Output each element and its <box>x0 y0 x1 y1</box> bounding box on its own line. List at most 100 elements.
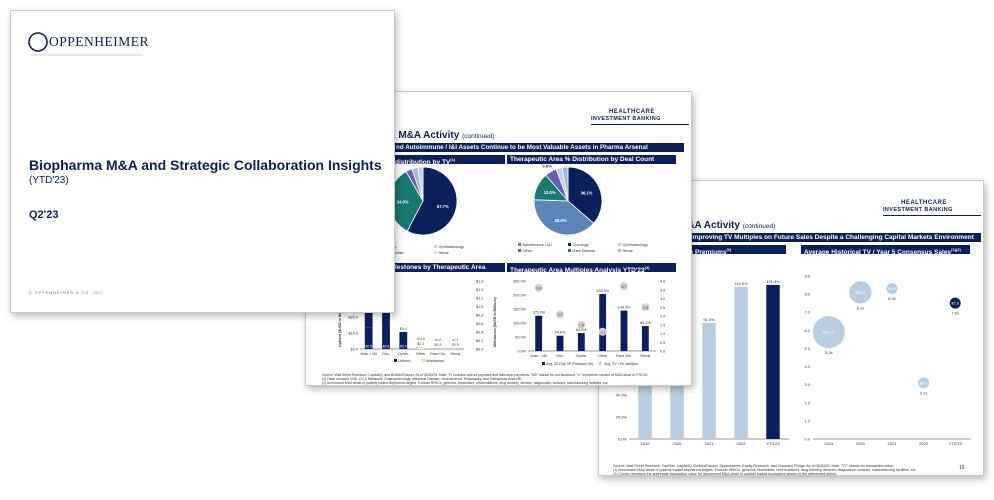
legend-label-multiple: Avg. TV / EV Multiple <box>604 362 638 366</box>
brand-line-1: HEALTHCARE <box>901 200 947 206</box>
brand-rule <box>591 124 689 125</box>
milestone-bar-4 <box>433 347 443 350</box>
premium-label-2: 64.0% <box>576 328 587 332</box>
right-tick-1: 0.5 <box>660 341 665 345</box>
premium-label-1: 54.6% <box>555 331 566 335</box>
multiple-label-5: 2.5 <box>643 306 648 310</box>
right-tick-8: $1.6 <box>476 280 483 284</box>
premium-bar-4 <box>766 284 780 439</box>
x-tick-1: Onc. <box>382 352 390 356</box>
footnote-1: (1) Other includes CNS, CV & Metabolic, … <box>322 377 523 381</box>
legend-swatch-3 <box>518 249 521 252</box>
multiple-label-2: 8.3x <box>888 296 896 301</box>
pie-slice-0 <box>406 166 458 236</box>
legend-swatch-0 <box>518 243 521 246</box>
y-tick-7: 7.0 <box>804 310 810 315</box>
logo-text: OPPENHEIMER <box>49 34 150 49</box>
right-tick-4: $0.8 <box>476 314 483 318</box>
base-value-0: $0.5 <box>365 345 372 349</box>
legend-label-4: Rare Disease <box>573 249 596 253</box>
multiple-label-3: 1.1 <box>600 330 605 334</box>
bar-value-3: $1.1 <box>417 342 424 346</box>
panel-multiples-header: Therapeutic Area Multiples Analysis YTD'… <box>507 263 676 274</box>
base-value-5: $0.3 <box>452 345 459 349</box>
legend-swatch-upfront <box>394 359 397 362</box>
y-tick-0: 0.0 <box>804 437 810 442</box>
legend-label-3: Renal <box>439 251 449 255</box>
y-tick-8: 8.0 <box>804 292 810 297</box>
x-tick-3: 2022 <box>919 441 929 446</box>
left-tick-0: 0.0% <box>517 350 526 354</box>
x-tick-5: Renal <box>450 352 460 356</box>
multiple-bubble-1 <box>556 310 564 319</box>
legend-swatch-5 <box>618 249 621 252</box>
base-value-2: $0.4 <box>400 345 407 349</box>
tv-bubble-0 <box>812 316 845 349</box>
premium-bar-0 <box>535 315 543 351</box>
tv-distribution-pie: 57.7%34.0%2.8%OncologyOphthalmologyRare … <box>376 166 465 255</box>
legend-label-upfront: Upfront <box>398 359 411 363</box>
left-tick-0: $0.0 <box>351 348 358 352</box>
slide-1[interactable]: OPPENHEIMER Biopharma M&A and Strategic … <box>10 10 395 313</box>
legend-label-milestones: Milestones <box>426 359 444 363</box>
upfront-bar-0 <box>364 327 373 349</box>
panel-premiums-header: ce Premiums(1) <box>683 245 786 256</box>
right-tick-5: 2.5 <box>660 306 665 310</box>
premium-bar-4 <box>620 310 628 351</box>
brand-line-2: INVESTMENT BANKING <box>591 116 661 122</box>
title-text: a M&A Activity <box>390 130 460 141</box>
tv-bubble-label-2: $9.0 <box>888 287 895 291</box>
right-tick-2: 1.0 <box>660 332 665 336</box>
slice-label-0: 36.1% <box>581 191 593 196</box>
right-tick-7: 3.5 <box>660 288 665 292</box>
upfront-bar-1 <box>382 315 390 349</box>
right-tick-6: $1.2 <box>476 297 483 301</box>
y-tick-6: 6.0 <box>804 328 810 333</box>
legend-swatch-2 <box>618 243 621 246</box>
footnote-2: (2) Announced M&A deals of publicly trad… <box>322 381 609 385</box>
tv-sales-bubble-chart: 0.0 1.0 2.0 3.0 4.0 5.0 6.0 7.0 8.0 9.0 $121.6 5.9x… <box>804 274 971 446</box>
right-tick-7: $1.4 <box>476 288 483 292</box>
pie-slice-1 <box>533 199 595 236</box>
x-tick-2: 2021 <box>888 441 898 446</box>
pie-slice-5 <box>561 166 569 202</box>
slice-label-0: 57.7% <box>437 204 449 209</box>
footnote-2: (2) Circles represent the aggregate tran… <box>613 472 838 476</box>
x-tick-0: Auto. / I&I <box>530 354 547 358</box>
legend-swatch-milestones <box>421 358 426 363</box>
slice-label-2: 13.0% <box>544 190 556 195</box>
quarter-label: Q2'23 <box>29 209 59 221</box>
legend-label-1: Ophthalmology <box>439 245 465 249</box>
x-tick-2: 2021 <box>705 441 715 446</box>
brand-rule <box>883 215 981 216</box>
multiple-label-1: 8.1x <box>857 305 865 310</box>
n-label-3: n=14 <box>417 337 425 341</box>
n-label-4: n=2 <box>435 338 441 342</box>
x-tick-5: Renal <box>640 354 650 358</box>
milestone-bar-5 <box>451 347 460 350</box>
slice-label-1: 38.9% <box>555 218 567 223</box>
right-tick-0: $0.0 <box>476 348 483 352</box>
x-tick-1: 2020 <box>856 441 866 446</box>
premium-label-2: 91.5% <box>703 317 715 322</box>
x-tick-3: 2022 <box>737 441 747 446</box>
multiple-label-0: 3.6 <box>536 287 541 291</box>
legend-label-5: Renal <box>623 249 633 253</box>
slice-label-1: 34.0% <box>397 199 409 204</box>
x-tick-1: 2020 <box>673 441 683 446</box>
multiple-label-4: 7.5x <box>951 311 959 316</box>
deck-title: Biopharma M&A and Strategic Collaboratio… <box>29 157 382 173</box>
legend-label-premium: Avg. 30 Day SP Premium (%) <box>546 362 593 366</box>
panel-deal-count-header: Therapeutic Area % Distribution by Deal … <box>507 155 676 164</box>
premium-bar-1 <box>556 335 564 351</box>
premium-bar-3 <box>599 294 607 351</box>
x-tick-4: Rare Dis. <box>616 354 632 358</box>
multiple-label-1: 2.1 <box>558 313 563 317</box>
right-tick-4: 2.0 <box>660 315 665 319</box>
right-tick-6: 3.0 <box>660 297 665 301</box>
y-tick-2: 40.0% <box>616 393 628 398</box>
brand-line-2: INVESTMENT BANKING <box>883 207 953 213</box>
deck-subtitle: (YTD'23) <box>29 175 69 186</box>
milestone-bar-3 <box>416 346 425 350</box>
source-note: Source: Wall Street Research, CapitalIQ,… <box>322 373 648 377</box>
